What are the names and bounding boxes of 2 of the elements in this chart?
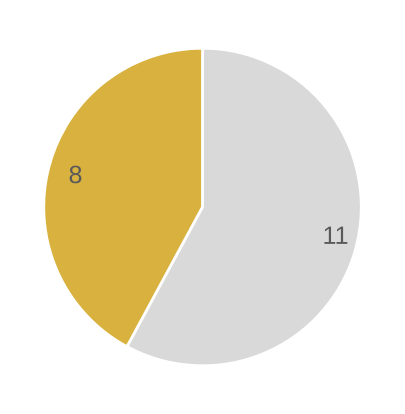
data-label: 11 xyxy=(324,226,348,244)
data-label: 8 xyxy=(70,166,82,184)
